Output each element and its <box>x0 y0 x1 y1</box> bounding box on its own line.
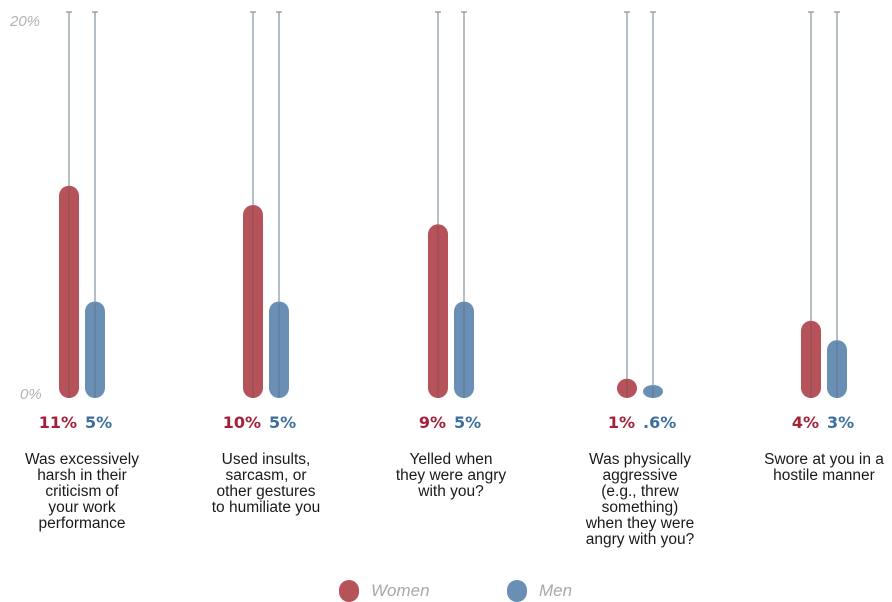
category-label-line: Yelled when <box>409 451 493 468</box>
category-label-line: performance <box>38 515 126 532</box>
category-label-line: your work <box>48 499 116 516</box>
category-label-line: aggressive <box>602 467 678 484</box>
y-tick-bottom: 0% <box>20 386 42 403</box>
value-label-men-1: 5% <box>269 413 296 432</box>
category-label-line: Was physically <box>589 451 691 468</box>
category-label-4: Swore at you in a hostile manner <box>749 452 892 484</box>
value-label-women-3: 1% <box>608 413 635 432</box>
category-label-line: they were angry <box>395 467 507 484</box>
category-label-line: when they were <box>585 515 695 532</box>
value-label-women-0: 11% <box>39 413 77 432</box>
value-label-women-4: 4% <box>792 413 819 432</box>
category-label-line: with you? <box>418 483 484 500</box>
value-label-men-3: .6% <box>643 413 676 432</box>
bar-men-3 <box>643 385 663 398</box>
category-label-line: harsh in their <box>37 467 127 484</box>
bar-women-4 <box>801 320 821 398</box>
value-label-men-2: 5% <box>454 413 481 432</box>
y-tick-top: 20% <box>9 13 40 30</box>
category-label-line: Was excessively <box>25 451 139 468</box>
bar-women-3 <box>617 378 637 398</box>
value-label-men-4: 3% <box>827 413 854 432</box>
category-label-line: other gestures <box>216 483 316 500</box>
value-label-women-1: 10% <box>223 413 261 432</box>
bar-women-1 <box>243 205 263 398</box>
category-label-line: Swore at you in a <box>764 451 884 468</box>
category-label-line: Used insults, <box>221 451 311 468</box>
category-label-3: Was physically aggressive (e.g., threw some… <box>565 452 715 548</box>
category-label-line: criticism of <box>45 483 119 500</box>
bar-men-4 <box>827 340 847 398</box>
value-label-men-0: 5% <box>85 413 112 432</box>
value-label-women-2: 9% <box>419 413 446 432</box>
category-label-0: Was excessively harsh in their criticism o… <box>7 452 157 532</box>
bar-women-0 <box>59 185 79 398</box>
category-label-line: hostile manner <box>773 467 875 484</box>
category-label-line: sarcasm, or <box>225 467 307 484</box>
legend-men-swatch <box>507 580 527 602</box>
category-label-line: angry with you? <box>585 531 695 548</box>
legend-women: Women <box>339 580 430 602</box>
legend-men-label: Men <box>539 581 573 600</box>
bar-men-0 <box>85 301 105 398</box>
bar-men-2 <box>454 301 474 398</box>
legend-women-swatch <box>339 580 359 602</box>
legend-men: Men <box>507 580 572 602</box>
category-label-line: (e.g., threw <box>601 483 679 500</box>
category-label-line: something) <box>601 499 679 516</box>
legend-women-label: Women <box>371 581 430 600</box>
bar-women-2 <box>428 224 448 398</box>
bar-men-1 <box>269 301 289 398</box>
category-label-line: to humiliate you <box>211 499 321 516</box>
category-label-2: Yelled when they were angry with you? <box>376 452 526 500</box>
category-label-1: Used insults, sarcasm, or other gestures to… <box>191 452 341 516</box>
